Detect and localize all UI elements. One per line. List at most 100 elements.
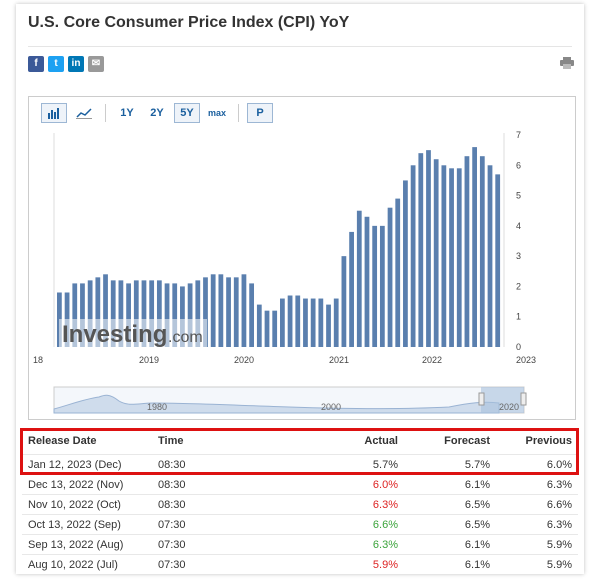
cpi-bar[interactable] xyxy=(479,156,485,347)
cell-time: 08:30 xyxy=(152,474,294,495)
range-5y-button[interactable]: 5Y xyxy=(174,103,200,123)
cpi-bar[interactable] xyxy=(272,310,278,347)
cpi-bar[interactable] xyxy=(149,280,155,347)
cpi-bar[interactable] xyxy=(387,207,393,347)
table-row: Oct 13, 2022 (Sep) 07:30 6.6% 6.5% 6.3% xyxy=(22,514,578,535)
cpi-bar[interactable] xyxy=(303,298,308,347)
linkedin-share-icon[interactable]: in xyxy=(68,56,84,72)
cpi-bar[interactable] xyxy=(372,225,378,347)
cpi-bar[interactable] xyxy=(433,159,439,347)
cpi-bar[interactable] xyxy=(456,168,462,347)
cpi-bar[interactable] xyxy=(410,165,416,347)
cpi-bar[interactable] xyxy=(280,298,285,347)
bar-chart-toggle[interactable] xyxy=(41,103,67,123)
cpi-bar[interactable] xyxy=(487,165,493,347)
cpi-bar[interactable] xyxy=(180,286,185,347)
print-icon[interactable] xyxy=(560,57,574,69)
cpi-bar[interactable] xyxy=(233,277,239,347)
cpi-bar[interactable] xyxy=(195,280,201,347)
cpi-bar[interactable] xyxy=(426,150,431,347)
range-1y-button[interactable]: 1Y xyxy=(120,107,134,119)
navigator-right-handle[interactable] xyxy=(520,392,527,406)
header-time[interactable]: Time xyxy=(158,435,184,447)
cpi-bar[interactable] xyxy=(395,198,401,347)
cpi-bar[interactable] xyxy=(264,310,270,347)
cpi-bar[interactable] xyxy=(141,280,147,347)
x-tick-label: 2020 xyxy=(234,355,254,365)
header-actual[interactable]: Actual xyxy=(364,435,398,447)
table-row: Sep 13, 2022 (Aug) 07:30 6.3% 6.1% 5.9% xyxy=(22,534,578,555)
cpi-bar[interactable] xyxy=(349,231,354,347)
range-2y-button[interactable]: 2Y xyxy=(150,107,164,119)
cpi-bar[interactable] xyxy=(341,256,347,347)
cpi-bar[interactable] xyxy=(318,298,324,347)
cpi-bar[interactable] xyxy=(403,180,408,347)
cell-release-date: Dec 13, 2022 (Nov) xyxy=(22,474,152,495)
cpi-bar[interactable] xyxy=(95,277,101,347)
cpi-bar[interactable] xyxy=(449,168,454,347)
navigator-tick-2020: 2020 xyxy=(499,402,519,412)
cpi-bar[interactable] xyxy=(187,283,193,347)
cpi-bar[interactable] xyxy=(241,274,247,347)
cell-previous: 5.9% xyxy=(496,554,578,574)
cpi-bar[interactable] xyxy=(172,283,178,347)
email-share-icon[interactable]: ✉ xyxy=(88,56,104,72)
twitter-share-icon[interactable]: t xyxy=(48,56,64,72)
cpi-bar[interactable] xyxy=(80,283,85,347)
cpi-bar[interactable] xyxy=(256,304,262,347)
cpi-bar[interactable] xyxy=(156,280,162,347)
cell-release-date: Nov 10, 2022 (Oct) xyxy=(22,494,152,515)
cpi-bar[interactable] xyxy=(326,304,331,347)
range-max-button[interactable]: max xyxy=(208,108,227,118)
cpi-bar[interactable] xyxy=(118,280,124,347)
cpi-bar[interactable] xyxy=(110,280,116,347)
facebook-share-icon[interactable]: f xyxy=(28,56,44,72)
line-chart-toggle[interactable] xyxy=(71,103,97,123)
navigator-left-handle[interactable] xyxy=(478,392,485,406)
line-chart-icon xyxy=(76,108,92,119)
watermark-text: Investing xyxy=(62,321,167,348)
cpi-bar[interactable] xyxy=(356,210,362,347)
cpi-bar[interactable] xyxy=(210,274,216,347)
cpi-bar[interactable] xyxy=(418,153,424,347)
cell-release-date: Sep 13, 2022 (Aug) xyxy=(22,534,152,555)
y-tick-label: 7 xyxy=(516,130,521,140)
cpi-bar[interactable] xyxy=(287,295,293,347)
cell-actual: 6.3% xyxy=(294,534,404,555)
cell-previous: 6.3% xyxy=(496,474,578,495)
header-forecast[interactable]: Forecast xyxy=(444,435,490,447)
p-button[interactable]: P xyxy=(247,103,274,123)
y-tick-label: 3 xyxy=(516,251,521,261)
cpi-bar[interactable] xyxy=(472,147,478,347)
cpi-bar[interactable] xyxy=(364,216,370,347)
table-row: Aug 10, 2022 (Jul) 07:30 5.9% 6.1% 5.9% xyxy=(22,554,578,574)
cpi-bar[interactable] xyxy=(379,225,385,347)
header-previous[interactable]: Previous xyxy=(525,435,572,447)
cpi-bar[interactable] xyxy=(164,283,170,347)
cpi-bar[interactable] xyxy=(249,283,255,347)
header-release-date[interactable]: Release Date xyxy=(28,435,97,447)
cell-time: 08:30 xyxy=(152,454,294,475)
cpi-bar[interactable] xyxy=(218,274,224,347)
cpi-bar[interactable] xyxy=(464,156,470,347)
cpi-bar[interactable] xyxy=(310,298,316,347)
cell-release-date: Aug 10, 2022 (Jul) xyxy=(22,554,152,574)
cpi-bar[interactable] xyxy=(126,283,131,347)
cell-forecast: 6.5% xyxy=(404,494,496,515)
cpi-bar[interactable] xyxy=(441,165,447,347)
cell-actual: 6.0% xyxy=(294,474,404,495)
cpi-bar[interactable] xyxy=(495,174,501,347)
range-navigator[interactable]: 1980 2000 2020 xyxy=(53,386,527,414)
cpi-bar[interactable] xyxy=(203,277,208,347)
cell-time: 07:30 xyxy=(152,554,294,574)
cpi-bar[interactable] xyxy=(226,277,231,347)
cpi-bar[interactable] xyxy=(103,274,108,347)
cell-actual: 5.9% xyxy=(294,554,404,574)
share-bar: f t in ✉ xyxy=(28,56,104,72)
cpi-bar[interactable] xyxy=(87,280,93,347)
cell-previous: 6.3% xyxy=(496,514,578,535)
cpi-bar[interactable] xyxy=(133,280,139,347)
cpi-bar[interactable] xyxy=(72,283,78,347)
cpi-bar[interactable] xyxy=(333,298,339,347)
cpi-bar[interactable] xyxy=(295,295,301,347)
